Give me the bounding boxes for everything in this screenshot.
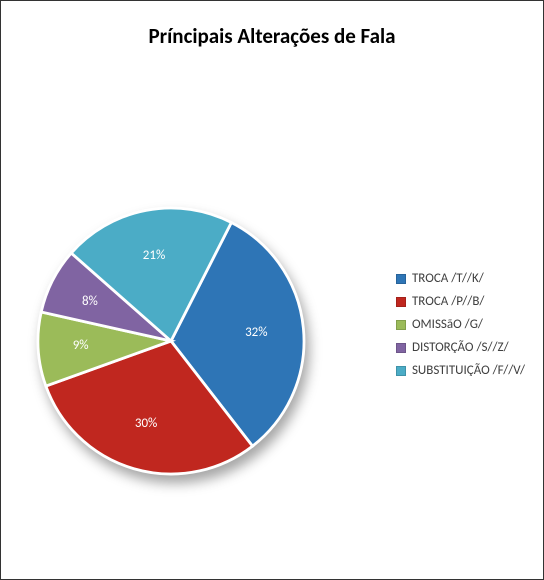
legend-label: TROCA /T//K/ bbox=[412, 271, 484, 286]
legend: TROCA /T//K/TROCA /P//B/OMISSãO /G/DISTO… bbox=[396, 271, 525, 386]
legend-label: DISTORÇÃO /S//Z/ bbox=[412, 340, 509, 355]
legend-item: TROCA /T//K/ bbox=[396, 271, 525, 286]
legend-swatch bbox=[396, 297, 406, 307]
legend-item: OMISSãO /G/ bbox=[396, 317, 525, 332]
legend-item: SUBSTITUIÇÃO /F//V/ bbox=[396, 363, 525, 378]
pie-chart: 32%30%9%8%21% bbox=[31, 201, 311, 481]
legend-swatch bbox=[396, 274, 406, 284]
legend-item: DISTORÇÃO /S//Z/ bbox=[396, 340, 525, 355]
legend-label: SUBSTITUIÇÃO /F//V/ bbox=[412, 363, 525, 378]
legend-swatch bbox=[396, 366, 406, 376]
legend-item: TROCA /P//B/ bbox=[396, 294, 525, 309]
legend-swatch bbox=[396, 343, 406, 353]
legend-swatch bbox=[396, 320, 406, 330]
legend-label: TROCA /P//B/ bbox=[412, 294, 484, 309]
legend-label: OMISSãO /G/ bbox=[412, 317, 483, 332]
chart-title: Príncipais Alterações de Fala bbox=[1, 1, 543, 49]
pie-svg bbox=[31, 201, 311, 481]
pie-slices bbox=[38, 208, 304, 474]
